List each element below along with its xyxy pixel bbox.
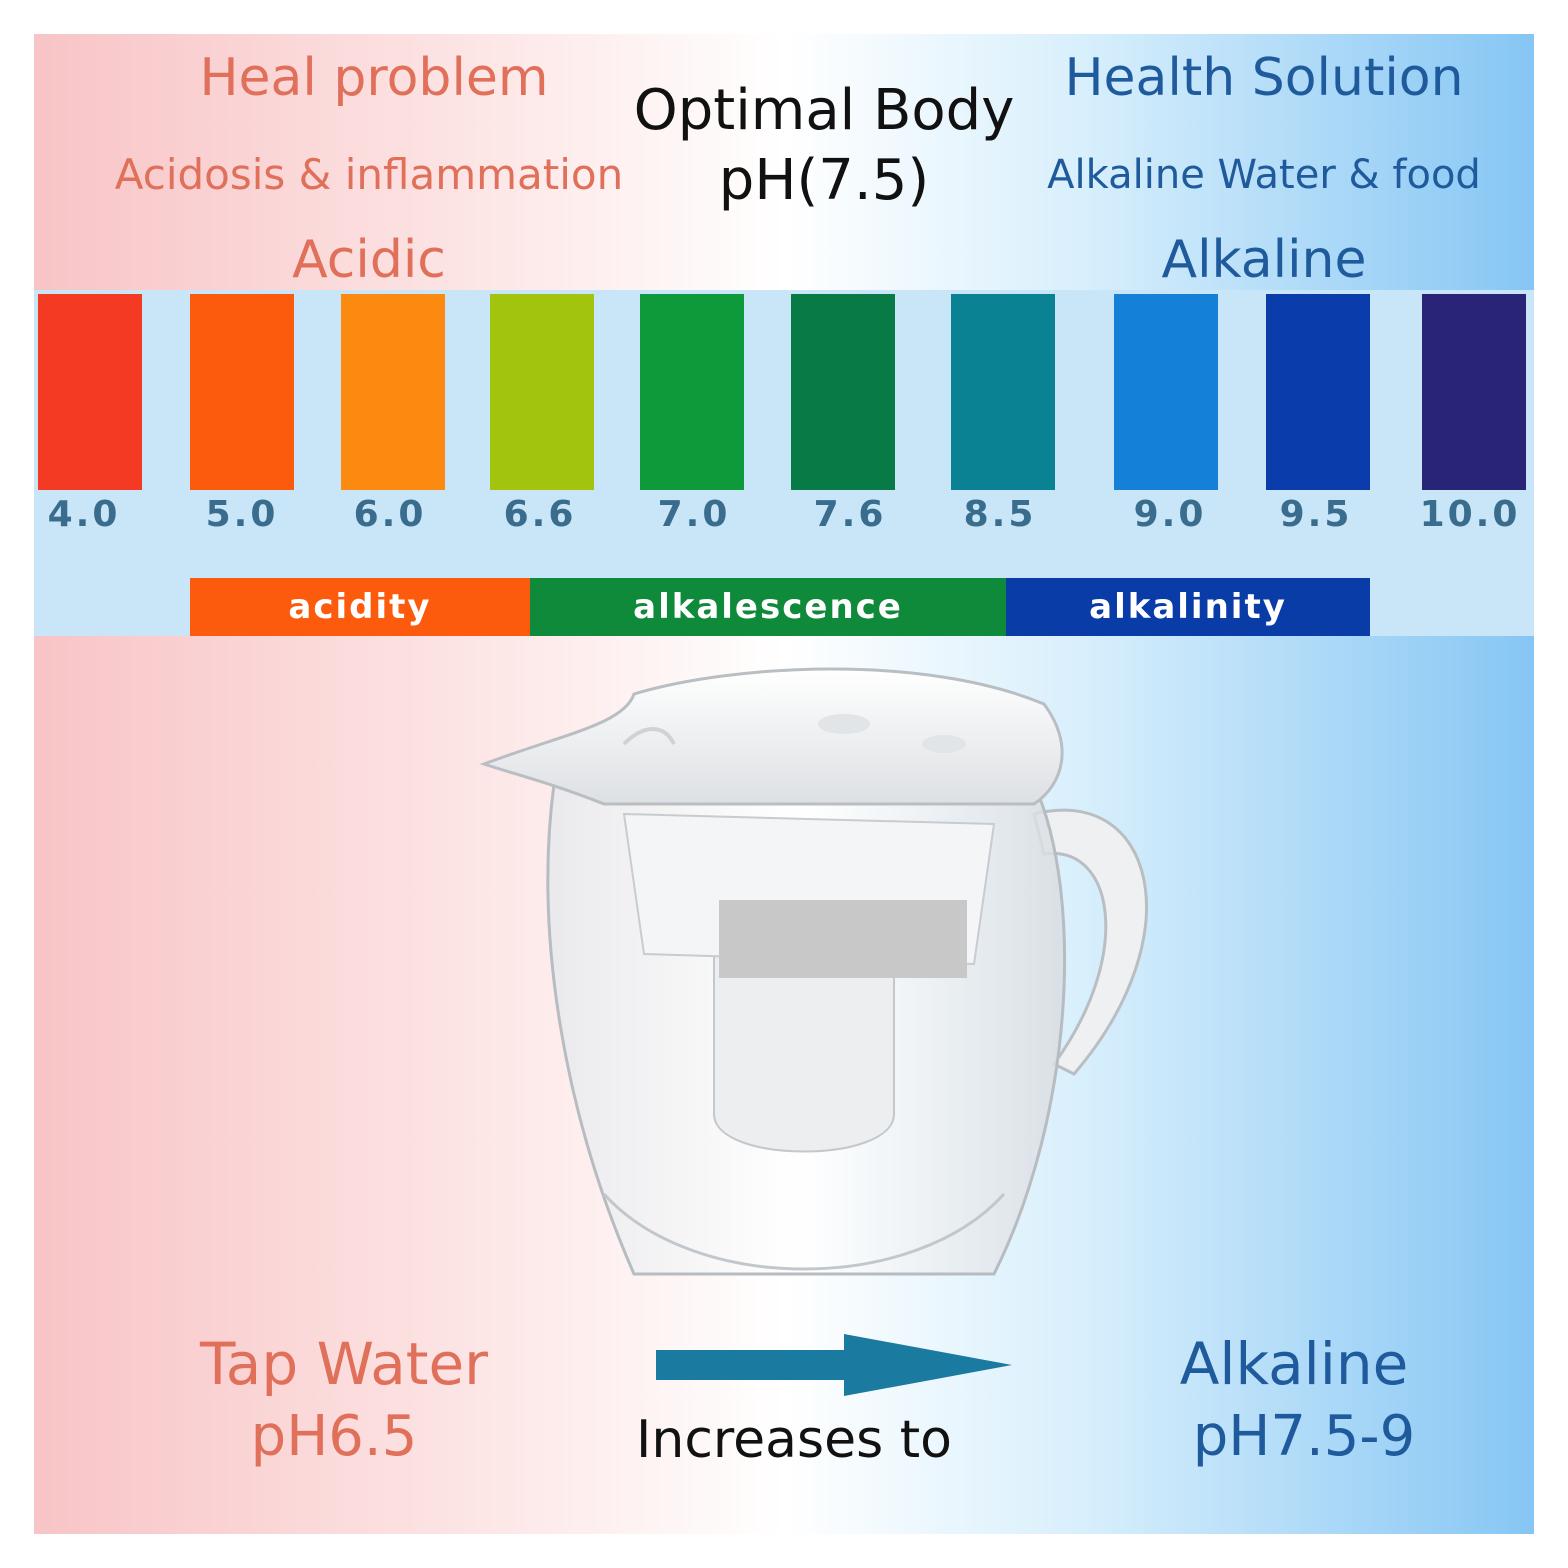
ph-swatch-7-6 (791, 294, 895, 490)
segment-alkalescence: alkalescence (530, 578, 1006, 636)
right-arrow-icon (656, 1334, 1012, 1396)
segment-alkalinity: alkalinity (1006, 578, 1370, 636)
health-solution-subtitle: Alkaline Water & food (1047, 152, 1481, 198)
ph-swatch-7-0 (640, 294, 744, 490)
ph-swatch-6-0 (341, 294, 445, 490)
ph-tick-label: 7.0 (657, 494, 731, 535)
increases-to-text: Increases to (636, 1410, 952, 1470)
ph-tick-label: 9.5 (1279, 494, 1353, 535)
ph-infographic-panel: Heal problem Acidosis & inflammation Opt… (34, 34, 1534, 1534)
optimal-body-ph-title: Optimal Body pH(7.5) (624, 76, 1024, 216)
ph-tick-label: 9.0 (1133, 494, 1207, 535)
ph-tick-label: 7.6 (813, 494, 887, 535)
ph-tick-label: 6.0 (353, 494, 427, 535)
ph-swatch-9-5 (1266, 294, 1370, 490)
ph-swatch-5-0 (190, 294, 294, 490)
label-placeholder (719, 900, 967, 978)
heal-problem-title: Heal problem (199, 48, 549, 108)
ph-swatch-4-0 (38, 294, 142, 490)
ph-swatch-8-5 (951, 294, 1055, 490)
optimal-title-line2: pH(7.5) (718, 148, 930, 213)
ph-swatch-10-0 (1422, 294, 1526, 490)
water-pitcher-illustration (479, 667, 1148, 1276)
tap-water-ph: pH6.5 (250, 1404, 418, 1469)
ph-swatch-6-6 (490, 294, 594, 490)
health-solution-title: Health Solution (1064, 48, 1464, 108)
tap-water-title: Tap Water (199, 1330, 489, 1398)
alkaline-result-ph: pH7.5-9 (1192, 1404, 1416, 1469)
acidic-label: Acidic (292, 230, 446, 290)
alkaline-result-title: Alkaline (1179, 1330, 1409, 1398)
ph-tick-label: 6.6 (503, 494, 577, 535)
heal-problem-subtitle: Acidosis & inflammation (114, 150, 624, 199)
alkaline-label: Alkaline (1161, 230, 1367, 290)
ph-tick-label: 10.0 (1419, 494, 1521, 535)
optimal-title-line1: Optimal Body (633, 78, 1015, 143)
ph-swatch-9-0 (1114, 294, 1218, 490)
ph-scale-band: 4.0 5.0 6.0 6.6 7.0 7.6 8.5 9.0 9.5 10.0… (34, 290, 1534, 636)
ph-tick-label: 8.5 (963, 494, 1037, 535)
ph-tick-label: 4.0 (47, 494, 121, 535)
segment-acidity: acidity (190, 578, 530, 636)
ph-tick-label: 5.0 (205, 494, 279, 535)
